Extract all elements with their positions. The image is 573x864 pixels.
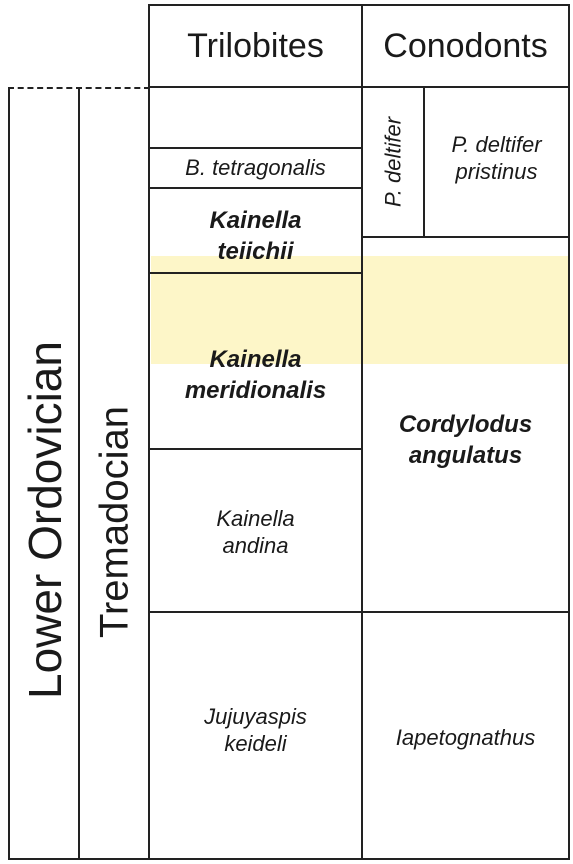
conodont-zone-deltifer: P. deltifer: [380, 116, 406, 208]
zone-genus: Kainella: [209, 206, 302, 234]
conodont-subzone-pristinus: P. deltifer pristinus: [425, 118, 568, 198]
series-stage-divider: [78, 87, 80, 860]
trilobite-conodont-divider: [361, 4, 363, 860]
trilobite-zone-teiichii: Kainella teiichii: [150, 200, 361, 272]
series-label: Lower Ordovician: [19, 341, 71, 699]
outer-border-left: [8, 87, 10, 860]
zone-genus: Jujuyaspis: [204, 703, 307, 729]
trilobite-boundary: [150, 147, 361, 149]
outer-border-top-right: [150, 4, 570, 6]
stage-label: Tremadocian: [92, 406, 137, 638]
zone-genus: Kainella: [216, 505, 295, 531]
trilobite-boundary: [150, 448, 361, 450]
outer-border-right: [568, 4, 570, 860]
zone-species: andina: [222, 533, 289, 558]
trilobite-zone-andina: Kainella andina: [150, 492, 361, 572]
zone-species: angulatus: [408, 442, 523, 469]
conodont-boundary: [363, 611, 570, 613]
zone-species: pristinus: [455, 159, 538, 184]
trilobite-boundary: [150, 272, 361, 274]
conodont-boundary: [363, 236, 570, 238]
conodont-zone-iapetognathus: Iapetognathus: [395, 725, 536, 751]
highlight-band: [151, 256, 568, 364]
trilobites-header: Trilobites: [187, 26, 324, 65]
trilobite-boundary: [150, 611, 361, 613]
outer-border-bottom: [8, 858, 570, 860]
conodont-zone-angulatus: Cordylodus angulatus: [363, 395, 568, 485]
header-bottom-line: [150, 86, 570, 88]
trilobite-zone-keideli: Jujuyaspis keideli: [150, 690, 361, 770]
zone-genus: Kainella: [209, 345, 302, 373]
stage-trilobite-divider: [148, 4, 150, 860]
conodonts-header: Conodonts: [383, 26, 548, 65]
zone-genus: Cordylodus: [398, 410, 533, 438]
zone-species: teiichii: [217, 238, 294, 265]
zone-species: meridionalis: [184, 377, 327, 404]
zone-genus: P. deltifer: [451, 131, 542, 157]
conodont-subzone-divider: [423, 87, 425, 237]
trilobite-zone-tetragonalis: B. tetragonalis: [185, 155, 326, 181]
trilobite-zone-meridionalis: Kainella meridionalis: [150, 330, 361, 420]
zone-species: keideli: [224, 731, 287, 756]
trilobite-boundary: [150, 187, 361, 189]
